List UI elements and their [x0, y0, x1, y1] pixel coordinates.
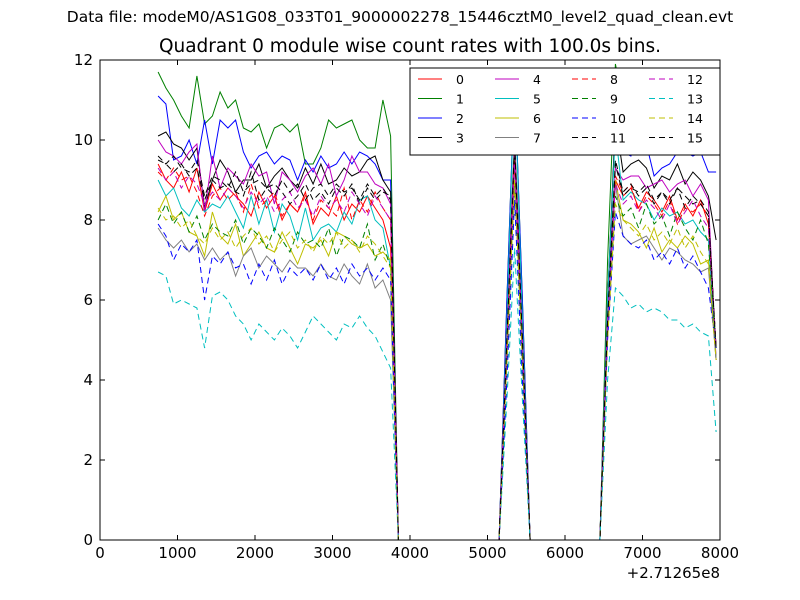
- x-tick-label: 3000: [313, 544, 351, 562]
- y-tick-label: 2: [83, 451, 93, 469]
- legend-label-10: 10: [610, 111, 626, 126]
- series-line-14: [157, 179, 717, 541]
- y-tick-label: 8: [83, 211, 93, 229]
- x-tick-label: 7000: [623, 544, 661, 562]
- legend-label-9: 9: [610, 92, 618, 107]
- figure-suptitle: Data file: modeM0/AS1G08_033T01_90000022…: [66, 8, 734, 26]
- legend-label-0: 0: [456, 72, 464, 87]
- series-line-15: [157, 143, 717, 541]
- series-line-7: [157, 179, 717, 541]
- y-tick-label: 0: [83, 531, 93, 549]
- legend-label-15: 15: [687, 131, 703, 146]
- series-line-9: [157, 179, 717, 541]
- y-tick-label: 10: [74, 131, 93, 149]
- x-tick-label: 5000: [468, 544, 506, 562]
- y-tick-label: 4: [83, 371, 93, 389]
- series-line-8: [157, 159, 717, 541]
- x-tick-label: 2000: [236, 544, 274, 562]
- legend-label-1: 1: [456, 92, 464, 107]
- series-line-12: [157, 163, 717, 541]
- legend-label-11: 11: [610, 131, 626, 146]
- legend-label-2: 2: [456, 111, 464, 126]
- legend-label-5: 5: [533, 92, 541, 107]
- x-tick-label: 0: [95, 544, 105, 562]
- series-line-0: [157, 155, 717, 541]
- y-tick-label: 12: [74, 51, 93, 69]
- series-line-13: [157, 247, 717, 541]
- x-tick-label: 4000: [391, 544, 429, 562]
- series-line-10: [157, 199, 717, 541]
- legend-box: [409, 67, 721, 156]
- legend-label-8: 8: [610, 72, 618, 87]
- legend-label-3: 3: [456, 131, 464, 146]
- x-axis-offset-label: +2.71265e8: [627, 564, 720, 582]
- legend-label-4: 4: [533, 72, 541, 87]
- legend-label-14: 14: [687, 111, 703, 126]
- x-tick-label: 1000: [158, 544, 196, 562]
- plot-title: Quadrant 0 module wise count rates with …: [158, 36, 662, 57]
- legend-label-13: 13: [687, 92, 703, 107]
- series-line-6: [157, 159, 717, 541]
- legend-label-12: 12: [687, 72, 703, 87]
- x-tick-label: 8000: [701, 544, 739, 562]
- x-tick-label: 6000: [546, 544, 584, 562]
- legend-label-7: 7: [533, 131, 541, 146]
- legend-label-6: 6: [533, 111, 541, 126]
- y-tick-label: 6: [83, 291, 93, 309]
- axis-ticks: 0 1000 2000 3000 4000 5000 6000 7000 80000246810…: [74, 51, 739, 562]
